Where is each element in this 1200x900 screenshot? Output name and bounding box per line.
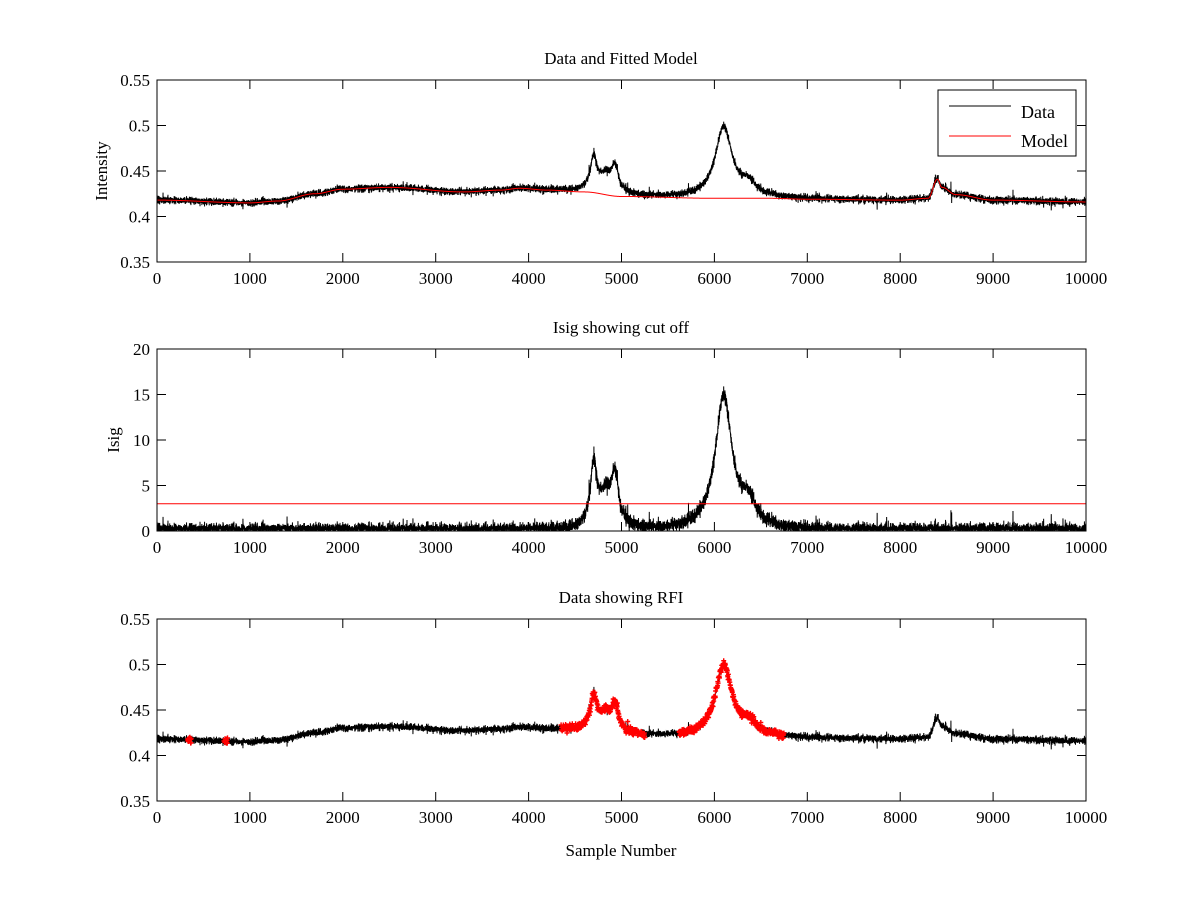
y-tick-label: 0.4 [129, 208, 151, 227]
y-tick-label: 0.45 [120, 162, 150, 181]
y-tick-label: 0.35 [120, 792, 150, 811]
x-tick-label: 9000 [976, 808, 1010, 827]
series-data-line [157, 121, 1086, 211]
x-tick-label: 6000 [697, 808, 731, 827]
series-isig-line [157, 386, 1086, 531]
x-tick-label: 8000 [883, 269, 917, 288]
x-tick-label: 3000 [419, 269, 453, 288]
y-tick-label: 0.5 [129, 656, 150, 675]
x-tick-label: 10000 [1065, 808, 1108, 827]
x-tick-label: 9000 [976, 538, 1010, 557]
x-tick-label: 0 [153, 808, 162, 827]
x-tick-label: 1000 [233, 808, 267, 827]
subplot-isig: Isig showing cut off Isig 0 1000 2000 3000 4… [104, 318, 1107, 557]
x-tick-label: 2000 [326, 538, 360, 557]
plot-area [157, 658, 1086, 750]
legend-model-label: Model [1021, 131, 1068, 151]
x-tick-label: 4000 [512, 269, 546, 288]
x-tick-label: 0 [153, 538, 162, 557]
x-tick-label: 2000 [326, 808, 360, 827]
legend-box [937, 89, 1077, 157]
subplot-data-and-model: Data and Fitted Model Intensity 0 1000 200… [92, 49, 1107, 288]
x-tick-label: 7000 [790, 538, 824, 557]
subplot-1-title: Data and Fitted Model [544, 49, 698, 68]
y-tick-label: 15 [133, 386, 150, 405]
subplot-3-title: Data showing RFI [559, 588, 684, 607]
series-model-line [157, 178, 1086, 204]
x-tick-label: 6000 [697, 538, 731, 557]
legend: Data Model [937, 89, 1077, 157]
y-tick-label: 20 [133, 340, 150, 359]
y-tick-label: 0.5 [129, 117, 150, 136]
subplot-3-xlabel: Sample Number [566, 841, 677, 860]
x-tick-label: 7000 [790, 808, 824, 827]
x-tick-label: 3000 [419, 538, 453, 557]
subplot-1-ylabel: Intensity [92, 141, 111, 201]
y-tick-label: 0.55 [120, 610, 150, 629]
x-tick-label: 5000 [605, 538, 639, 557]
y-tick-label: 5 [142, 477, 151, 496]
x-tick-label: 9000 [976, 269, 1010, 288]
x-tick-label: 4000 [512, 808, 546, 827]
y-tick-label: 0.4 [129, 747, 151, 766]
y-tick-label: 0 [142, 522, 151, 541]
y-tick-label: 10 [133, 431, 150, 450]
y-tick-label: 0.55 [120, 71, 150, 90]
x-tick-label: 4000 [512, 538, 546, 557]
x-tick-label: 5000 [605, 808, 639, 827]
x-tick-label: 6000 [697, 269, 731, 288]
subplot-2-ylabel: Isig [104, 427, 123, 453]
x-tick-label: 10000 [1065, 269, 1108, 288]
plot-area [157, 386, 1086, 531]
x-tick-label: 10000 [1065, 538, 1108, 557]
y-tick-label: 0.35 [120, 253, 150, 272]
x-tick-label: 2000 [326, 269, 360, 288]
x-tick-label: 0 [153, 269, 162, 288]
x-tick-label: 8000 [883, 538, 917, 557]
subplot-2-title: Isig showing cut off [553, 318, 689, 337]
x-tick-label: 5000 [605, 269, 639, 288]
plot-area [157, 121, 1086, 211]
x-tick-label: 7000 [790, 269, 824, 288]
rfi-markers [185, 658, 787, 746]
x-tick-label: 3000 [419, 808, 453, 827]
legend-data-label: Data [1021, 102, 1055, 122]
subplot-rfi: Data showing RFI Sample Number 0 1000 2000… [120, 588, 1107, 860]
y-tick-label: 0.45 [120, 701, 150, 720]
x-tick-label: 1000 [233, 538, 267, 557]
x-tick-label: 8000 [883, 808, 917, 827]
x-tick-label: 1000 [233, 269, 267, 288]
